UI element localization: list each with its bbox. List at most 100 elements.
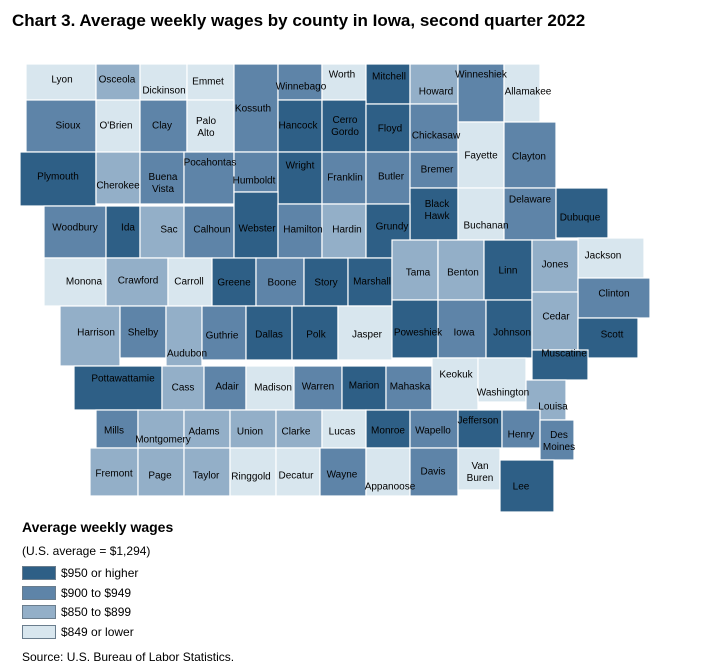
county-label-clay: Clay	[152, 121, 172, 132]
county-label-chickasaw: Chickasaw	[412, 131, 461, 142]
county-label-o-brien: O'Brien	[99, 121, 132, 132]
legend-swatch	[22, 625, 56, 639]
county-buchanan	[457, 187, 505, 241]
county-label-wapello: Wapello	[415, 426, 451, 437]
county-bremer	[409, 151, 459, 189]
county-calhoun	[183, 205, 235, 259]
county-label-tama: Tama	[406, 268, 431, 279]
county-fremont	[89, 447, 139, 497]
iowa-county-map: Lyon Osceola Dickinson Emmet Kossuth Winnebag…	[19, 63, 651, 513]
county-lee	[499, 459, 555, 513]
county-label-jasper: Jasper	[352, 330, 383, 341]
county-label-polk: Polk	[306, 330, 326, 341]
county-label-decatur: Decatur	[278, 471, 314, 482]
county-adams	[183, 409, 231, 449]
county-polk	[291, 305, 339, 361]
county-marion	[341, 365, 387, 411]
county-des-moines	[539, 419, 575, 461]
county-label-fremont: Fremont	[95, 469, 132, 480]
county-hardin	[321, 203, 367, 259]
county-label-sioux: Sioux	[55, 121, 80, 132]
county-keokuk	[431, 357, 479, 411]
county-label-madison: Madison	[254, 383, 292, 394]
county-label-audubon: Audubon	[167, 349, 207, 360]
county-label-butler: Butler	[378, 172, 405, 183]
county-label-wayne: Wayne	[327, 470, 358, 481]
county-label-scott: Scott	[601, 330, 624, 341]
county-label-clayton: Clayton	[512, 152, 546, 163]
county-plymouth	[19, 151, 97, 207]
county-label-lucas: Lucas	[329, 427, 356, 438]
county-label-ringgold: Ringgold	[231, 472, 270, 483]
county-label-allamakee: Allamakee	[505, 87, 552, 98]
county-label-keokuk: Keokuk	[439, 370, 473, 381]
county-linn	[483, 239, 533, 301]
county-label-dickinson: Dickinson	[142, 86, 185, 97]
county-label-linn: Linn	[499, 266, 518, 277]
county-kossuth	[233, 63, 279, 153]
county-clayton	[503, 121, 557, 189]
county-label-poweshiek: Poweshiek	[394, 328, 443, 339]
county-label-monroe: Monroe	[371, 426, 405, 437]
county-label-fayette: Fayette	[464, 151, 498, 162]
county-winneshiek	[457, 63, 505, 123]
county-label-pocahontas: Pocahontas	[184, 158, 237, 169]
county-label-van-buren: Van Buren	[467, 461, 494, 484]
county-label-dallas: Dallas	[255, 330, 283, 341]
legend-title: Average weekly wages	[22, 519, 174, 535]
county-cerro-gordo	[321, 99, 367, 153]
county-shelby	[119, 305, 167, 359]
county-clarke	[275, 409, 323, 449]
county-label-warren: Warren	[302, 382, 334, 393]
chart-title: Chart 3. Average weekly wages by county …	[12, 11, 586, 30]
county-label-emmet: Emmet	[192, 77, 224, 88]
county-clinton	[577, 277, 651, 319]
county-label-story: Story	[314, 278, 337, 289]
county-label-hamilton: Hamilton	[283, 225, 322, 236]
county-label-des-moines: Des Moines	[543, 430, 575, 453]
county-label-appanoose: Appanoose	[365, 482, 416, 493]
county-label-davis: Davis	[420, 467, 445, 478]
county-pottawattamie	[73, 365, 163, 411]
county-label-harrison: Harrison	[77, 328, 115, 339]
legend-item-950-plus: $950 or higher	[22, 565, 138, 581]
county-label-palo-alto: Palo Alto	[196, 116, 216, 139]
county-label-lee: Lee	[513, 482, 530, 493]
county-label-marshall: Marshall	[353, 277, 391, 288]
county-label-louisa: Louisa	[538, 402, 568, 413]
county-label-washington: Washington	[477, 388, 529, 399]
county-palo-alto	[186, 99, 235, 153]
county-label-muscatine: Muscatine	[541, 349, 587, 360]
county-franklin	[321, 151, 367, 205]
county-butler	[365, 151, 411, 205]
county-label-marion: Marion	[349, 381, 380, 392]
county-label-wright: Wright	[286, 161, 315, 172]
county-washington	[477, 357, 527, 403]
legend-note: (U.S. average = $1,294)	[22, 544, 151, 558]
county-madison	[245, 365, 295, 411]
county-label-greene: Greene	[217, 278, 251, 289]
county-dubuque	[555, 187, 609, 239]
legend-item-850-899: $850 to $899	[22, 604, 131, 620]
county-label-clarke: Clarke	[282, 427, 311, 438]
county-hancock	[277, 99, 323, 153]
county-greene	[211, 257, 257, 307]
county-ida	[105, 205, 141, 259]
county-carroll	[167, 257, 213, 307]
county-label-jones: Jones	[542, 260, 569, 271]
county-audubon	[165, 305, 203, 367]
county-label-howard: Howard	[419, 87, 453, 98]
county-label-delaware: Delaware	[509, 195, 552, 206]
county-tama	[391, 239, 439, 301]
county-monona	[43, 257, 107, 307]
county-label-montgomery: Montgomery	[135, 435, 191, 446]
county-label-humboldt: Humboldt	[233, 176, 276, 187]
county-harrison	[59, 305, 121, 367]
county-label-kossuth: Kossuth	[235, 104, 271, 115]
county-sac	[139, 205, 185, 259]
county-worth	[321, 63, 367, 101]
county-label-plymouth: Plymouth	[37, 172, 79, 183]
legend-label: $900 to $949	[61, 586, 132, 600]
county-label-floyd: Floyd	[378, 124, 402, 135]
county-label-sac: Sac	[160, 225, 177, 236]
